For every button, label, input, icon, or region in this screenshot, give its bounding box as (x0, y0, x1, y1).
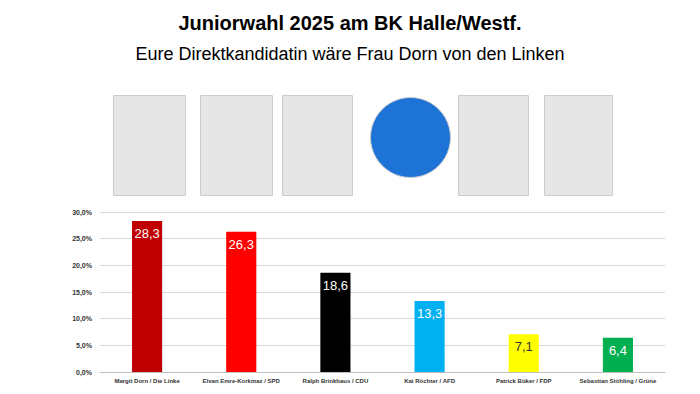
svg-text:Eure Direktkandidatin wäre Fra: Eure Direktkandidatin wäre Frau Dorn von… (135, 44, 564, 64)
svg-text:Margit Dorn / Die Linke: Margit Dorn / Die Linke (114, 378, 180, 384)
svg-text:30,0%: 30,0% (72, 209, 93, 217)
svg-text:0,0%: 0,0% (76, 369, 93, 377)
svg-text:18,6: 18,6 (323, 278, 348, 293)
svg-text:25,0%: 25,0% (72, 235, 93, 243)
svg-text:6,4: 6,4 (609, 343, 627, 358)
svg-text:Juniorwahl 2025 am BK Halle/We: Juniorwahl 2025 am BK Halle/Westf. (178, 12, 521, 34)
svg-text:10,0%: 10,0% (72, 315, 93, 323)
svg-text:15,0%: 15,0% (72, 289, 93, 297)
svg-text:28,3: 28,3 (134, 226, 159, 241)
svg-text:20,0%: 20,0% (72, 262, 93, 270)
svg-text:13,3: 13,3 (417, 306, 442, 321)
svg-text:26,3: 26,3 (229, 237, 254, 252)
svg-text:5,0%: 5,0% (76, 342, 93, 350)
svg-text:Kai Röchter / AFD: Kai Röchter / AFD (404, 378, 455, 384)
svg-text:Ralph Brinkhaus / CDU: Ralph Brinkhaus / CDU (303, 378, 369, 384)
svg-text:Sebastian Stöhling / Grüne: Sebastian Stöhling / Grüne (580, 378, 657, 384)
svg-text:Elvan Emre-Korkmaz / SPD: Elvan Emre-Korkmaz / SPD (203, 378, 281, 384)
svg-text:Patrick Büker / FDP: Patrick Büker / FDP (496, 378, 552, 384)
svg-text:7,1: 7,1 (515, 339, 533, 354)
